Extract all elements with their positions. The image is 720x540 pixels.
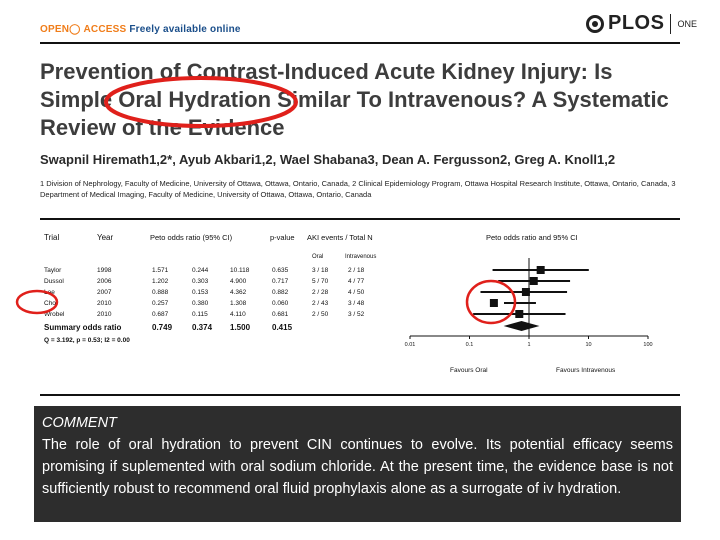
cell-p: 0.717 (272, 278, 289, 285)
cell-iv: 4 / 77 (348, 278, 365, 285)
cell-oral: 3 / 18 (312, 267, 329, 274)
header-trial: Trial (44, 233, 59, 242)
or-marker (515, 310, 524, 318)
axis-tick-label: 1 (527, 342, 530, 348)
cell-iv: 3 / 48 (348, 300, 365, 307)
cell-hi: 10.118 (230, 267, 250, 274)
cell-trial: Dussol (44, 278, 64, 285)
divider-bottom (40, 394, 680, 396)
or-marker (521, 288, 530, 296)
forest-rows: Taylor 1998 1.571 0.244 10.118 0.635 3 / 18 2 /… (44, 267, 365, 318)
cell-year: 2007 (97, 289, 112, 296)
header-oral: Oral (312, 254, 323, 260)
axis-tick-label: 10 (585, 342, 591, 348)
plos-logo-icon (586, 14, 604, 33)
header-plot: Peto odds ratio and 95% CI (486, 233, 578, 242)
cell-hi: 4.362 (230, 289, 247, 296)
cell-hi: 4.900 (230, 278, 247, 285)
cell-p: 0.681 (272, 311, 289, 318)
highlight-title-circle (104, 76, 298, 128)
cell-year: 2010 (97, 300, 112, 307)
axis-tick-label: 100 (643, 342, 652, 348)
favours-iv: Favours Intravenous (556, 367, 616, 374)
cell-lo: 0.380 (192, 300, 209, 307)
cell-lo: 0.244 (192, 267, 209, 274)
comment-box: COMMENT The role of oral hydration to pr… (34, 406, 681, 522)
or-marker (536, 266, 545, 274)
cell-or: 1.571 (152, 267, 169, 274)
cell-lo: 0.153 (192, 289, 209, 296)
cell-p: 0.635 (272, 267, 289, 274)
header-events: AKI events / Total N (307, 233, 373, 242)
cell-year: 1998 (97, 267, 112, 274)
cell-oral: 2 / 43 (312, 300, 329, 307)
open-access-badge: OPEN◯ ACCESS Freely available online (40, 24, 241, 35)
cell-trial: Taylor (44, 267, 62, 274)
paper-affiliations: 1 Division of Nephrology, Faculty of Med… (40, 179, 676, 199)
cell-lo: 0.115 (192, 311, 208, 318)
divider-top (40, 218, 680, 220)
highlight-plot-circle (465, 279, 517, 325)
cell-year: 2010 (97, 311, 112, 318)
comment-title: COMMENT (42, 415, 117, 431)
paper-authors: Swapnil Hiremath1,2*, Ayub Akbari1,2, Wa… (40, 152, 616, 167)
header-or: Peto odds ratio (95% CI) (150, 233, 233, 242)
cell-trial: Wrobel (44, 311, 65, 318)
forest-plot-area: 0.01 0.1 1 10 100 (405, 258, 653, 348)
cell-trial: Cho (44, 300, 56, 307)
paper-title: Prevention of Contrast-Induced Acute Kid… (40, 59, 669, 140)
axis-tick-label: 0.1 (466, 342, 474, 348)
cell-oral: 2 / 28 (312, 289, 329, 296)
summary-or: 0.749 (152, 323, 173, 332)
cell-hi: 1.308 (230, 300, 247, 307)
cell-p: 0.882 (272, 289, 289, 296)
comment-body: The role of oral hydration to prevent CI… (42, 437, 673, 497)
summary-diamond (503, 321, 540, 331)
cell-hi: 4.110 (230, 311, 246, 318)
summary-p: 0.415 (272, 323, 293, 332)
cell-or: 0.687 (152, 311, 169, 318)
journal-name: PLOS (608, 12, 665, 34)
cell-or: 0.257 (152, 300, 169, 307)
summary-hi: 1.500 (230, 323, 251, 332)
header-iv: Intravenous (345, 254, 376, 260)
plos-one-logo: PLOS ONE (586, 12, 697, 35)
cell-year: 2006 (97, 278, 112, 285)
cell-or: 0.888 (152, 289, 169, 296)
cell-oral: 2 / 50 (312, 311, 329, 318)
favours-oral: Favours Oral (450, 367, 488, 374)
journal-sub: ONE (677, 18, 697, 29)
cell-or: 1.202 (152, 278, 169, 285)
cell-lo: 0.303 (192, 278, 209, 285)
heterogeneity: Q = 3.192, p = 0.53; I2 = 0.00 (44, 337, 130, 344)
cell-iv: 3 / 52 (348, 311, 365, 318)
axis-tick-label: 0.01 (405, 342, 416, 348)
or-marker (529, 277, 538, 285)
summary-label: Summary odds ratio (44, 323, 121, 332)
highlight-cho-circle (15, 289, 59, 315)
logo-divider (670, 13, 672, 34)
header-pvalue: p-value (270, 233, 295, 242)
cell-iv: 2 / 18 (348, 267, 365, 274)
cell-p: 0.060 (272, 300, 289, 307)
header-rule (40, 22, 680, 44)
header-year: Year (97, 233, 114, 242)
cell-oral: 5 / 70 (312, 278, 329, 285)
cell-iv: 4 / 50 (348, 289, 365, 296)
summary-lo: 0.374 (192, 323, 213, 332)
or-marker (489, 299, 498, 307)
